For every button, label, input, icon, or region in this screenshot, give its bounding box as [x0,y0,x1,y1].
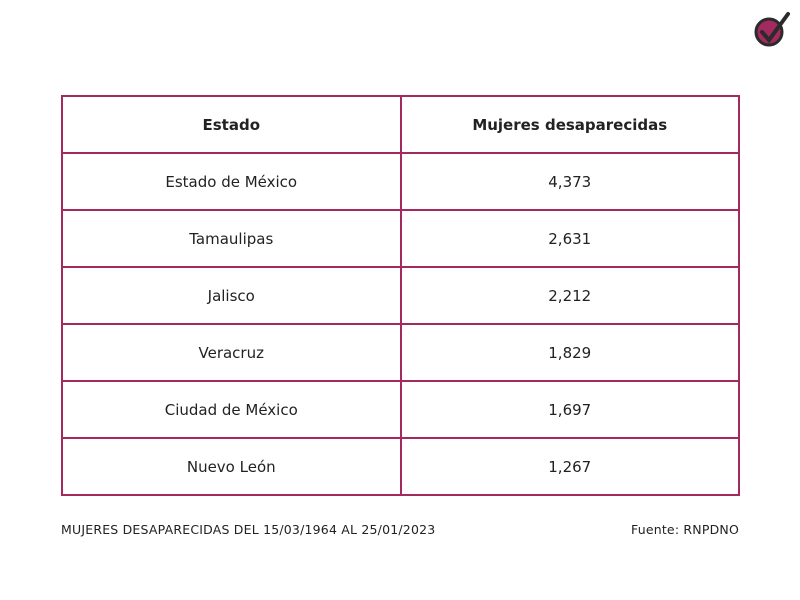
table-cell: Estado de México [61,152,402,211]
table-cell: 1,697 [399,380,740,439]
table-row: Estado de México 4,373 [61,152,740,211]
table-cell: Jalisco [61,266,402,325]
table-cell: 2,212 [399,266,740,325]
table-cell: 1,829 [399,323,740,382]
header-row: Estado Mujeres desaparecidas [61,95,740,154]
table-row: Veracruz 1,829 [61,323,740,382]
table-cell: Tamaulipas [61,209,402,268]
table-cell: Ciudad de México [61,380,402,439]
data-table: Estado Mujeres desaparecidas Estado de Mé… [61,95,740,496]
footer-source: Fuente: RNPDNO [630,522,739,537]
header-cell: Estado [61,95,402,154]
table-cell: 2,631 [399,209,740,268]
table-row: Ciudad de México 1,697 [61,380,740,439]
table-cell: Veracruz [61,323,402,382]
table-cell: 1,267 [399,437,740,496]
table-row: Jalisco 2,212 [61,266,740,325]
header-cell: Mujeres desaparecidas [399,95,740,154]
logo [754,12,790,47]
footer-note: MUJERES DESAPARECIDAS DEL 15/03/1964 AL … [61,522,436,537]
table-body: Estado de México 4,373 Tamaulipas 2,631 Jali… [61,152,740,496]
table-row: Nuevo León 1,267 [61,437,740,496]
table-cell: 4,373 [399,152,740,211]
table-row: Tamaulipas 2,631 [61,209,740,268]
table-cell: Nuevo León [61,437,402,496]
